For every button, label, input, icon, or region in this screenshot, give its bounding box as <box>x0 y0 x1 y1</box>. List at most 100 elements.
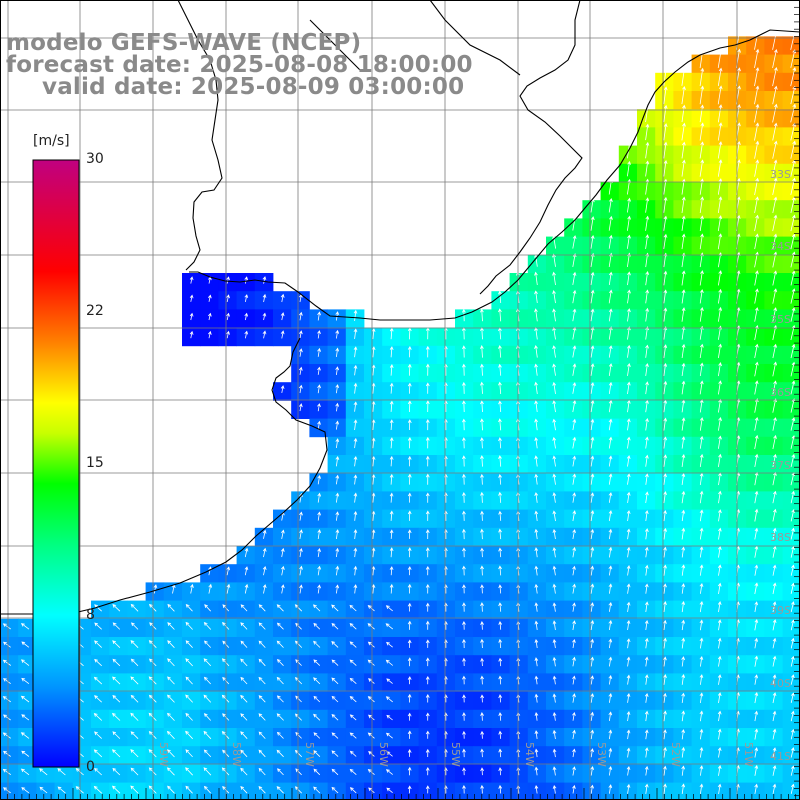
wind-arrow <box>590 693 595 703</box>
wind-arrow <box>280 385 285 393</box>
wind-arrow <box>313 622 321 630</box>
wind-arrow <box>608 692 613 703</box>
wind-arrow <box>699 564 704 576</box>
wind-arrow <box>185 603 193 612</box>
wind-arrow <box>335 438 340 449</box>
wind-arrow <box>663 491 667 504</box>
wind-arrow <box>627 271 631 286</box>
wind-arrow <box>407 693 412 703</box>
wind-arrow <box>552 748 557 758</box>
wind-arrow <box>772 655 777 667</box>
wind-arrow <box>552 253 556 267</box>
wind-arrow <box>626 710 631 722</box>
wind-arrow <box>626 783 631 794</box>
wind-arrow <box>280 547 285 558</box>
wind-arrow <box>262 584 267 594</box>
wind-arrow <box>699 362 704 377</box>
wind-arrow <box>313 786 321 794</box>
wind-arrow <box>790 747 795 758</box>
wind-cell <box>0 782 19 800</box>
wind-arrow <box>371 455 376 467</box>
wind-arrow <box>754 67 760 87</box>
wind-arrow <box>407 620 412 630</box>
wind-arrow <box>407 473 412 485</box>
wind-arrow <box>425 418 430 431</box>
wind-arrow <box>552 510 557 522</box>
wind-arrow <box>353 328 358 339</box>
wind-arrow <box>313 695 321 703</box>
wind-arrow <box>572 766 576 776</box>
wind-arrow <box>389 400 394 412</box>
wind-arrow <box>572 455 577 467</box>
wind-arrow <box>353 510 358 521</box>
wind-arrow <box>772 564 777 576</box>
wind-arrow <box>498 491 502 503</box>
wind-cell <box>54 782 74 800</box>
wind-arrow <box>645 123 650 141</box>
wind-arrow <box>627 197 631 213</box>
wind-arrow <box>407 436 412 449</box>
wind-arrow <box>717 141 723 159</box>
wind-arrow <box>335 366 340 375</box>
wind-arrow <box>681 85 686 105</box>
wind-arrow <box>57 786 66 794</box>
wind-arrow <box>790 66 797 87</box>
wind-arrow <box>480 491 484 503</box>
wind-arrow <box>2 659 12 666</box>
wind-arrow <box>717 747 722 758</box>
wind-arrow <box>93 713 103 721</box>
wind-arrow <box>462 491 466 503</box>
wind-arrow <box>203 730 212 740</box>
wind-arrow <box>371 419 376 431</box>
wind-arrow <box>317 584 321 594</box>
wind-arrow <box>754 747 759 758</box>
wind-arrow <box>590 528 595 540</box>
wind-arrow <box>681 710 686 722</box>
wind-arrow <box>3 787 11 794</box>
wind-arrow <box>299 565 303 576</box>
wind-arrow <box>681 436 686 449</box>
wind-arrow <box>663 215 668 231</box>
wind-arrow <box>699 417 704 431</box>
wind-arrow <box>498 418 502 431</box>
wind-arrow <box>790 619 795 631</box>
wind-arrow <box>681 122 686 141</box>
wind-arrow <box>645 234 650 249</box>
wind-arrow <box>534 583 539 594</box>
wind-arrow <box>772 140 778 159</box>
wind-arrow <box>608 619 613 631</box>
wind-arrow <box>534 565 539 576</box>
wind-arrow <box>498 784 503 794</box>
wind-arrow <box>645 381 649 395</box>
wind-arrow <box>572 565 576 576</box>
wind-arrow <box>663 307 668 322</box>
wind-arrow <box>626 692 631 703</box>
wind-arrow <box>94 695 102 703</box>
wind-arrow <box>645 270 650 286</box>
wind-arrow <box>262 529 267 539</box>
wind-arrow <box>480 784 484 794</box>
wind-arrow <box>608 565 613 576</box>
wind-arrow <box>754 85 760 105</box>
wind-arrow <box>353 492 358 503</box>
wind-arrow <box>480 363 484 376</box>
wind-arrow <box>772 545 777 558</box>
wind-arrow <box>3 678 11 685</box>
wind-arrow <box>20 768 30 776</box>
wind-arrow <box>754 214 759 232</box>
wind-arrow <box>699 546 704 558</box>
wind-arrow <box>663 362 668 376</box>
wind-cell <box>109 782 128 800</box>
wind-arrow <box>534 290 538 304</box>
wind-arrow <box>572 326 577 340</box>
wind-arrow <box>663 692 667 703</box>
wind-arrow <box>627 160 631 177</box>
wind-arrow <box>298 330 303 339</box>
wind-arrow <box>590 382 595 394</box>
wind-arrow <box>298 403 303 412</box>
wind-arrow <box>681 509 686 522</box>
wind-arrow <box>299 547 303 558</box>
wind-arrow <box>590 583 595 594</box>
wind-arrow <box>626 747 631 758</box>
wind-arrow <box>425 730 430 739</box>
